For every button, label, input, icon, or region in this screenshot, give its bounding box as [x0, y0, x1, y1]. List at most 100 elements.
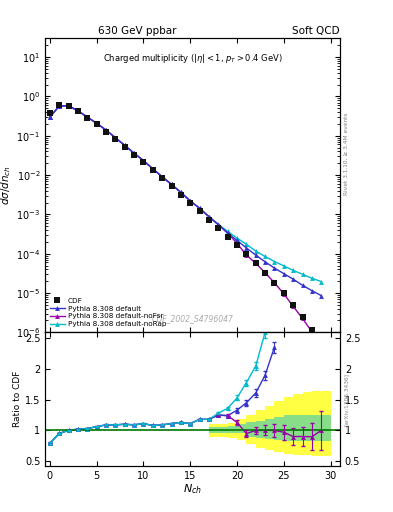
- Pythia 8.308 default-noRap: [132, 150, 136, 156]
- CDF: [66, 103, 71, 109]
- Pythia 8.308 default-noRap: [272, 259, 277, 265]
- CDF: [197, 208, 202, 214]
- Pythia 8.308 default: [141, 158, 146, 164]
- Pythia 8.308 default-noFsr: [48, 114, 52, 120]
- Legend: CDF, Pythia 8.308 default, Pythia 8.308 default-noFsr, Pythia 8.308 default-noRa: CDF, Pythia 8.308 default, Pythia 8.308 …: [49, 296, 167, 329]
- Pythia 8.308 default: [132, 150, 136, 156]
- CDF: [291, 302, 296, 308]
- Pythia 8.308 default: [169, 181, 174, 187]
- Pythia 8.308 default: [75, 108, 80, 114]
- Pythia 8.308 default: [235, 238, 239, 244]
- Pythia 8.308 default-noFsr: [151, 166, 155, 172]
- Pythia 8.308 default: [57, 103, 62, 109]
- Pythia 8.308 default-noFsr: [263, 270, 268, 276]
- Pythia 8.308 default: [263, 259, 268, 265]
- Pythia 8.308 default-noFsr: [253, 260, 258, 266]
- Pythia 8.308 default: [48, 114, 52, 120]
- Y-axis label: $d\sigma/dn_{ch}$: $d\sigma/dn_{ch}$: [0, 165, 13, 205]
- Pythia 8.308 default-noFsr: [94, 120, 99, 126]
- Pythia 8.308 default-noFsr: [57, 103, 62, 109]
- Pythia 8.308 default-noRap: [141, 158, 146, 164]
- Pythia 8.308 default-noFsr: [104, 127, 108, 133]
- CDF: [310, 327, 314, 333]
- Pythia 8.308 default-noRap: [48, 114, 52, 120]
- Pythia 8.308 default-noFsr: [225, 230, 230, 236]
- Pythia 8.308 default-noRap: [235, 235, 239, 241]
- Pythia 8.308 default-noRap: [104, 127, 108, 133]
- Pythia 8.308 default-noRap: [216, 221, 220, 227]
- Pythia 8.308 default: [85, 114, 90, 120]
- X-axis label: $N_{ch}$: $N_{ch}$: [183, 482, 202, 496]
- CDF: [188, 200, 193, 206]
- Pythia 8.308 default-noFsr: [188, 198, 193, 204]
- CDF: [244, 251, 249, 257]
- Pythia 8.308 default: [207, 214, 211, 220]
- Pythia 8.308 default: [281, 270, 286, 276]
- Pythia 8.308 default-noFsr: [319, 344, 323, 350]
- Pythia 8.308 default-noFsr: [75, 108, 80, 114]
- Pythia 8.308 default: [66, 103, 71, 109]
- Pythia 8.308 default-noRap: [178, 189, 183, 196]
- Pythia 8.308 default: [253, 252, 258, 258]
- CDF: [281, 290, 286, 296]
- Pythia 8.308 default-noFsr: [207, 214, 211, 220]
- Pythia 8.308 default-noFsr: [141, 158, 146, 164]
- Pythia 8.308 default: [310, 288, 314, 294]
- CDF: [75, 108, 80, 114]
- Pythia 8.308 default-noRap: [57, 103, 62, 109]
- Pythia 8.308 default-noFsr: [197, 205, 202, 211]
- Pythia 8.308 default: [216, 222, 220, 228]
- Pythia 8.308 default-noFsr: [310, 329, 314, 335]
- Pythia 8.308 default-noRap: [188, 198, 193, 204]
- CDF: [225, 233, 230, 240]
- CDF: [216, 225, 220, 231]
- Pythia 8.308 default-noFsr: [66, 103, 71, 109]
- CDF: [122, 144, 127, 150]
- Pythia 8.308 default: [188, 198, 193, 204]
- Text: Soft QCD: Soft QCD: [292, 26, 340, 36]
- Pythia 8.308 default: [160, 174, 165, 180]
- Pythia 8.308 default-noRap: [151, 166, 155, 172]
- Pythia 8.308 default-noFsr: [235, 240, 239, 246]
- Pythia 8.308 default: [113, 135, 118, 141]
- Pythia 8.308 default: [300, 282, 305, 288]
- CDF: [48, 110, 52, 116]
- Pythia 8.308 default-noRap: [85, 114, 90, 120]
- CDF: [94, 121, 99, 127]
- Pythia 8.308 default-noRap: [300, 271, 305, 278]
- Pythia 8.308 default-noFsr: [244, 252, 249, 258]
- Pythia 8.308 default-noRap: [281, 263, 286, 269]
- Pythia 8.308 default-noRap: [160, 174, 165, 180]
- CDF: [160, 175, 165, 181]
- Pythia 8.308 default-noFsr: [300, 315, 305, 322]
- Pythia 8.308 default: [244, 245, 249, 251]
- Pythia 8.308 default-noFsr: [291, 303, 296, 309]
- Pythia 8.308 default: [151, 166, 155, 172]
- Text: Rivet 3.1.10, ≥ 3.4M events: Rivet 3.1.10, ≥ 3.4M events: [344, 112, 349, 195]
- Pythia 8.308 default-noRap: [113, 135, 118, 141]
- Pythia 8.308 default-noRap: [169, 181, 174, 187]
- CDF: [319, 344, 323, 350]
- Pythia 8.308 default-noRap: [207, 214, 211, 220]
- Pythia 8.308 default: [122, 142, 127, 148]
- CDF: [141, 159, 146, 165]
- Pythia 8.308 default: [225, 230, 230, 236]
- Pythia 8.308 default-noFsr: [272, 280, 277, 286]
- Pythia 8.308 default-noFsr: [85, 114, 90, 120]
- Pythia 8.308 default-noFsr: [160, 174, 165, 180]
- CDF: [57, 102, 62, 108]
- Pythia 8.308 default: [104, 127, 108, 133]
- Pythia 8.308 default: [272, 265, 277, 271]
- Pythia 8.308 default-noFsr: [178, 189, 183, 196]
- CDF: [300, 314, 305, 320]
- Text: CDF_2002_S4796047: CDF_2002_S4796047: [152, 314, 233, 324]
- CDF: [113, 136, 118, 142]
- Pythia 8.308 default: [197, 205, 202, 211]
- CDF: [85, 115, 90, 121]
- Pythia 8.308 default-noFsr: [281, 291, 286, 297]
- CDF: [178, 191, 183, 198]
- CDF: [104, 129, 108, 135]
- CDF: [272, 280, 277, 286]
- Text: 630 GeV ppbar: 630 GeV ppbar: [98, 26, 177, 36]
- Pythia 8.308 default-noFsr: [132, 150, 136, 156]
